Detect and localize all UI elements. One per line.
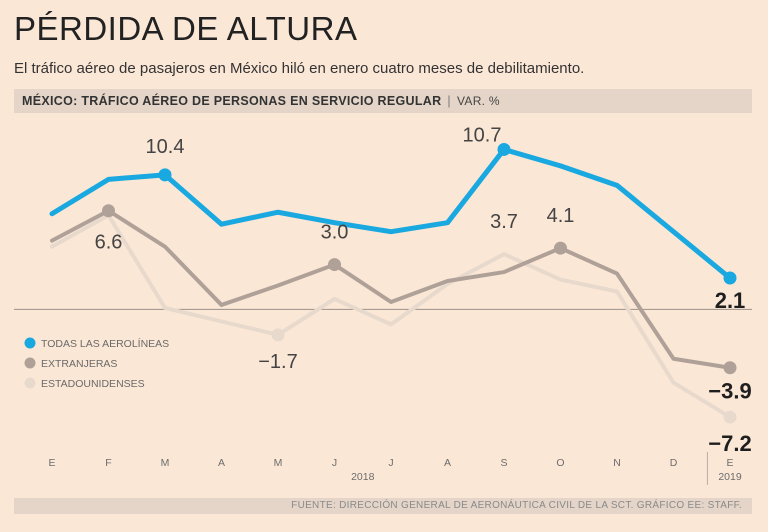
source-note: FUENTE: DIRECCIÓN GENERAL DE AERONÁUTICA… — [291, 500, 742, 511]
data-label: −7.2 — [708, 431, 751, 456]
x-tick-label: S — [500, 457, 507, 469]
axis-layer: E F M A M J J A S O N D E 2018 2019 — [14, 308, 752, 485]
x-tick-label: M — [161, 457, 170, 469]
x-tick-label: J — [332, 457, 337, 469]
data-point-marker — [723, 361, 737, 375]
legend-layer: TODAS LAS AEROLÍNEAS EXTRANJERAS ESTADOUNI… — [24, 337, 169, 390]
panel-title: MÉXICO: TRÁFICO AÉREO DE PERSONAS EN SER… — [22, 94, 442, 108]
x-tick-label: A — [444, 457, 451, 469]
data-point-marker — [723, 410, 737, 424]
legend-label: EXTRANJERAS — [41, 358, 117, 370]
legend-label: TODAS LAS AEROLÍNEAS — [41, 337, 169, 350]
x-tick-label: E — [48, 457, 55, 469]
x-tick-label: N — [613, 457, 621, 469]
x-tick-label: O — [556, 457, 564, 469]
data-label: 2.1 — [715, 288, 746, 313]
chart-subtitle: El tráfico aéreo de pasajeros en México … — [14, 60, 585, 77]
x-tick-label: D — [670, 457, 678, 469]
panel-separator: | — [447, 94, 451, 108]
data-label: 3.7 — [490, 211, 518, 233]
x-tick-label: E — [726, 457, 733, 469]
label-layer: 10.4 10.7 2.1 6.6 3.0 4.1 −3.9 −1.7 3.7 −7.2 — [95, 124, 752, 456]
data-label: 10.4 — [146, 136, 185, 158]
legend-swatch — [24, 377, 36, 389]
data-point-marker — [271, 328, 285, 342]
year-label: 2018 — [351, 471, 375, 483]
series-layer — [49, 146, 733, 420]
series-line — [50, 208, 732, 370]
data-point-marker — [102, 204, 115, 218]
panel-unit: VAR. % — [456, 94, 500, 108]
series-line — [49, 146, 733, 281]
data-point-marker — [497, 142, 511, 156]
data-label: 6.6 — [95, 232, 123, 254]
panel-header: MÉXICO: TRÁFICO AÉREO DE PERSONAS EN SER… — [14, 89, 752, 113]
series-line — [50, 213, 732, 420]
data-label: 4.1 — [547, 205, 575, 227]
x-tick-label: J — [388, 457, 393, 469]
data-point-marker — [723, 271, 737, 285]
marker-layer — [102, 142, 737, 424]
year-label: 2019 — [718, 471, 742, 483]
x-tick-label: A — [218, 457, 225, 469]
panel-title-wrap: MÉXICO: TRÁFICO AÉREO DE PERSONAS EN SER… — [22, 94, 500, 108]
data-label: 3.0 — [321, 222, 349, 244]
x-tick-label: M — [274, 457, 283, 469]
legend-swatch — [24, 357, 36, 369]
data-label: 10.7 — [463, 124, 502, 146]
legend-label: ESTADOUNIDENSES — [41, 378, 145, 390]
data-label: −1.7 — [258, 351, 297, 373]
data-label: −3.9 — [708, 379, 751, 404]
chart-title: PÉRDIDA DE ALTURA — [14, 10, 358, 47]
data-point-marker — [328, 258, 341, 272]
legend-swatch — [24, 337, 36, 349]
data-point-marker — [158, 168, 172, 182]
footer-bar: FUENTE: DIRECCIÓN GENERAL DE AERONÁUTICA… — [14, 498, 752, 514]
data-point-marker — [554, 241, 567, 255]
x-tick-label: F — [105, 457, 111, 469]
